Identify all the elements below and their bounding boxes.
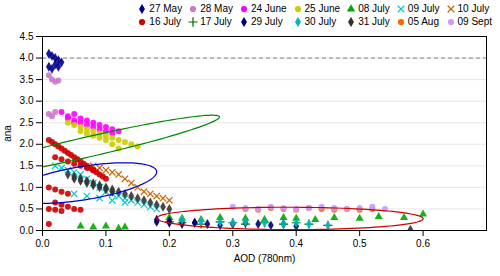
html-text:25 June: 25 June	[304, 3, 341, 14]
svg-text:0.5: 0.5	[353, 238, 367, 249]
html-text:24 June: 24 June	[251, 3, 287, 14]
svg-text:4.5: 4.5	[20, 31, 34, 42]
html-text:05 Aug: 05 Aug	[407, 16, 439, 27]
svg-text:0.1: 0.1	[99, 238, 113, 249]
html-text:17 July: 17 July	[200, 16, 232, 27]
html-text:29 July: 29 July	[251, 16, 283, 27]
html-text:31 July: 31 July	[358, 16, 390, 27]
svg-text:2.5: 2.5	[20, 117, 34, 128]
html-text:30 July: 30 July	[304, 16, 337, 27]
svg-text:0.5: 0.5	[20, 203, 34, 214]
html-text:16 July: 16 July	[149, 16, 181, 27]
svg-text:0.0: 0.0	[20, 225, 34, 236]
html-text:08 July: 08 July	[358, 3, 390, 14]
svg-text:AOD (780nm): AOD (780nm)	[234, 253, 296, 264]
html-text:09 Sept: 09 Sept	[457, 16, 492, 27]
svg-text:0.6: 0.6	[416, 238, 430, 249]
svg-text:3.0: 3.0	[20, 95, 34, 106]
svg-text:0.3: 0.3	[226, 238, 240, 249]
html-text:27 May: 27 May	[149, 3, 183, 14]
html-text:28 May: 28 May	[200, 3, 233, 14]
svg-text:ana: ana	[2, 125, 13, 142]
svg-text:0.0: 0.0	[36, 238, 50, 249]
svg-text:1.5: 1.5	[20, 160, 34, 171]
svg-text:0.4: 0.4	[289, 238, 303, 249]
html-text:10 July: 10 July	[457, 3, 490, 14]
svg-text:0.2: 0.2	[162, 238, 176, 249]
svg-text:3.5: 3.5	[20, 74, 34, 85]
svg-text:4.0: 4.0	[20, 52, 34, 63]
svg-text:1.0: 1.0	[20, 182, 34, 193]
html-text:09 July: 09 July	[407, 3, 440, 14]
svg-text:2.0: 2.0	[20, 138, 34, 149]
